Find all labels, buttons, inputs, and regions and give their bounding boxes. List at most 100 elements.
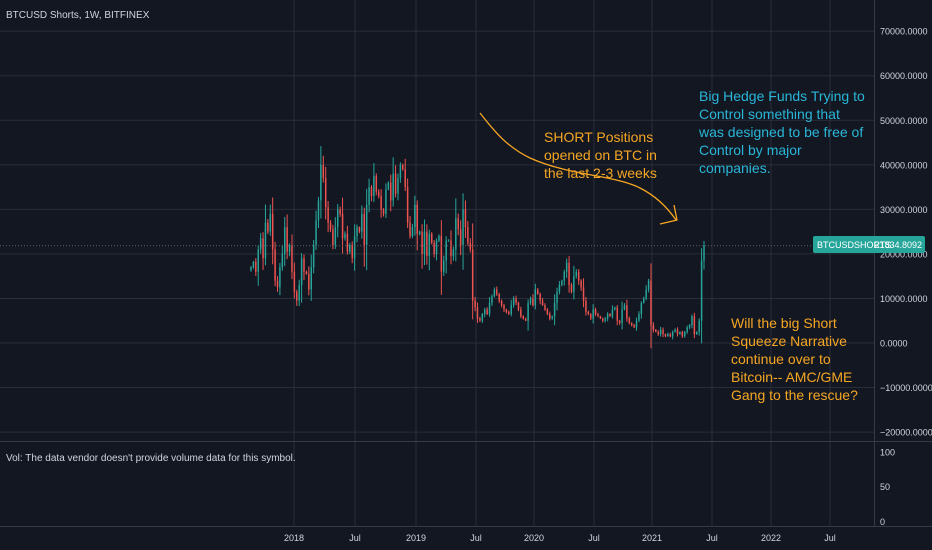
last-price-tag[interactable]: BTCUSDSHORTS · 21834.8092 <box>813 236 925 253</box>
candle-body <box>565 262 568 272</box>
candle-body <box>628 318 631 323</box>
candle-body <box>488 302 491 315</box>
candle-body <box>377 191 380 196</box>
candle-body <box>433 242 435 254</box>
candle-body <box>315 220 317 245</box>
annotation-line: Control something that <box>699 106 840 122</box>
candle-body <box>262 238 264 259</box>
candle-body <box>549 314 551 319</box>
candle-body <box>375 175 378 192</box>
candle-body <box>696 331 698 335</box>
candle-body <box>438 236 440 241</box>
candle-body <box>602 318 604 321</box>
volume-axis[interactable]: 100 50 0 <box>880 447 895 527</box>
candle-body <box>679 331 681 335</box>
candle-body <box>455 218 457 250</box>
candle-body <box>346 233 349 252</box>
candle-body <box>556 291 558 303</box>
annotation-line: continue over to <box>731 351 831 367</box>
candle-body <box>573 276 575 292</box>
candle-body <box>546 309 549 315</box>
y-tick-label: 20000.0000 <box>880 249 928 259</box>
candle-body <box>298 285 300 301</box>
candle-body <box>498 294 500 301</box>
candle-body <box>512 298 515 306</box>
candle-body <box>414 204 416 228</box>
candle-body <box>551 316 553 319</box>
candle-body <box>467 227 469 243</box>
price-tag-separator: · <box>874 240 877 250</box>
x-tick-label: Jul <box>824 533 836 543</box>
candle-body <box>575 271 578 277</box>
candle-body <box>469 242 472 250</box>
candle-body <box>529 298 532 303</box>
candle-body <box>667 334 669 337</box>
candle-body <box>303 258 305 272</box>
candle-body <box>440 236 443 272</box>
annotation-line: opened on BTC in <box>544 147 657 163</box>
candle-body <box>447 240 450 242</box>
candle-body <box>508 311 510 315</box>
annotation-line: Big Hedge Funds Trying to <box>699 88 865 104</box>
volume-tick-label: 0 <box>880 517 885 527</box>
candle-body <box>387 182 390 190</box>
candle-body <box>411 227 414 237</box>
candle-body <box>259 238 262 250</box>
candle-body <box>524 318 527 321</box>
symbol-title[interactable]: BTCUSD Shorts, 1W, BITFINEX <box>6 10 150 21</box>
price-tag-box <box>813 236 925 253</box>
candle-body <box>279 267 281 288</box>
candle-body <box>561 280 563 286</box>
candle-body <box>659 329 662 335</box>
candle-body <box>397 178 399 194</box>
candle-body <box>267 222 269 232</box>
x-tick-label: Jul <box>706 533 718 543</box>
candle-body <box>493 289 496 297</box>
candle-body <box>618 320 621 323</box>
candle-body <box>597 314 599 317</box>
candle-body <box>592 309 594 319</box>
annotation-line: companies. <box>699 160 771 176</box>
candle-body <box>334 227 337 245</box>
candle-body <box>483 309 486 315</box>
candle-body <box>577 271 580 281</box>
annotation-squeeze: Will the big Short Squeeze Narrative con… <box>731 315 858 403</box>
candle-body <box>630 322 633 326</box>
candle-body <box>349 245 351 252</box>
time-axis[interactable]: 2018 Jul 2019 Jul 2020 Jul 2021 Jul 2022 Jul <box>284 533 836 543</box>
candle-body <box>604 318 606 321</box>
candle-body <box>700 260 703 321</box>
x-tick-label: Jul <box>588 533 600 543</box>
candle-body <box>288 245 291 252</box>
candle-body <box>426 231 428 257</box>
curved-arrow <box>479 112 677 221</box>
candle-body <box>353 236 356 259</box>
candle-body <box>623 305 626 310</box>
candle-body <box>402 164 404 170</box>
price-axis[interactable]: −20000.0000 −10000.0000 0.0000 10000.0000 20… <box>880 27 932 438</box>
candle-body <box>505 309 508 312</box>
candle-body <box>385 189 387 214</box>
candle-body <box>650 280 652 326</box>
y-tick-label: −10000.0000 <box>880 383 932 393</box>
candle-body <box>633 325 635 328</box>
candle-body <box>257 249 259 272</box>
candle-body <box>286 227 288 252</box>
candle-body <box>520 309 522 317</box>
candle-body <box>496 289 498 294</box>
candle-body <box>462 209 464 245</box>
x-tick-label: 2021 <box>642 533 662 543</box>
candle-body <box>657 331 659 335</box>
candle-body <box>430 233 433 243</box>
candle-body <box>635 320 638 328</box>
candle-body <box>361 213 363 232</box>
candle-body <box>365 204 368 245</box>
annotation-line: Bitcoin-- AMC/GME <box>731 369 852 385</box>
candle-body <box>599 316 602 319</box>
candle-body <box>255 261 257 272</box>
y-tick-label: 10000.0000 <box>880 294 928 304</box>
candle-body <box>698 320 700 332</box>
candle-body <box>416 204 419 234</box>
candle-body <box>336 209 339 228</box>
candle-body <box>450 240 452 257</box>
